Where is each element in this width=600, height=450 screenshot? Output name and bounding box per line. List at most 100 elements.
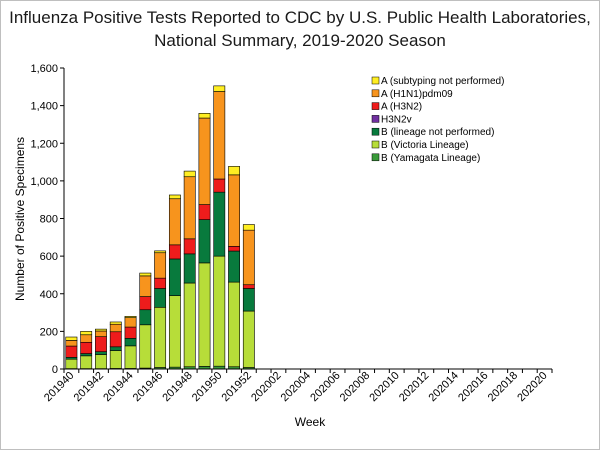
bar-segment <box>109 321 122 325</box>
y-tick-label: 0 <box>52 364 58 376</box>
x-tick-label: 202008 <box>338 370 372 404</box>
legend-swatch <box>371 89 380 98</box>
bar-segment <box>198 262 211 367</box>
legend-swatch <box>371 115 380 123</box>
y-axis-title: Number of Positive Specimens <box>13 137 27 301</box>
bar-segment <box>109 331 122 348</box>
bar-segment <box>65 345 78 358</box>
bar-segment <box>124 338 137 347</box>
x-tick-label: 202012 <box>397 370 431 404</box>
bar-segment <box>95 354 107 369</box>
bar-segment <box>95 328 107 332</box>
bar-segment <box>183 282 196 368</box>
bar-segment <box>242 229 255 286</box>
bar-segment <box>154 252 167 279</box>
bar-segment <box>109 346 122 351</box>
bar-segment <box>80 331 93 336</box>
bar-segment <box>168 244 181 260</box>
bar-segment <box>65 336 78 341</box>
bar-segment <box>242 288 255 312</box>
legend-label: H3N2v <box>381 114 412 125</box>
legend-swatch <box>371 76 380 85</box>
x-tick-label: 201952 <box>220 370 254 404</box>
bar-segment <box>168 295 181 368</box>
bar-segment <box>183 176 196 240</box>
bar-segment <box>228 281 240 368</box>
bar-segment <box>168 198 181 246</box>
bar-segment <box>124 317 137 328</box>
bar-segment <box>183 253 196 284</box>
chart-title-line-2: National Summary, 2019-2020 Season <box>154 31 446 50</box>
x-tick-labels: 2019402019422019442019462019482019502019… <box>42 370 550 404</box>
x-tick-label: 202020 <box>515 370 549 404</box>
bar-segment <box>80 353 93 357</box>
bar-segment <box>139 275 152 297</box>
bar-segment <box>80 334 93 343</box>
bar-segment <box>80 341 93 354</box>
legend-label: B (lineage not performed) <box>381 127 494 138</box>
bar-segment <box>124 345 137 369</box>
chart-title: Influenza Positive Tests Reported to CDC… <box>0 6 600 52</box>
bar-segment <box>154 277 167 289</box>
bar-segment <box>139 296 152 311</box>
y-tick-label: 1,000 <box>30 176 58 188</box>
bar-segment <box>242 224 255 231</box>
bar-segment <box>183 170 196 178</box>
bar-segment <box>154 288 167 308</box>
bar-segment <box>213 85 226 92</box>
bar-segment <box>95 351 107 355</box>
x-tick-label: 202010 <box>367 370 401 404</box>
bar-segment <box>154 306 167 368</box>
legend-label: B (Yamagata Lineage) <box>381 153 480 164</box>
x-tick-label: 201950 <box>190 370 224 404</box>
y-tick-label: 200 <box>40 326 58 338</box>
bar-segment <box>124 326 137 339</box>
x-tick-label: 201946 <box>131 370 165 404</box>
bar-segment <box>213 255 226 367</box>
x-tick-label: 202014 <box>427 370 461 404</box>
y-tick-label: 600 <box>40 251 58 263</box>
bar-segment <box>154 250 167 254</box>
bar-segment <box>213 178 226 193</box>
bar-segment <box>65 358 78 369</box>
bar-segment <box>65 340 78 347</box>
bar-segment <box>109 323 122 333</box>
y-tick-label: 1,600 <box>30 63 58 75</box>
bar-segment <box>198 117 211 205</box>
legend-label: A (H3N2) <box>381 102 422 113</box>
x-tick-label: 202004 <box>279 370 313 404</box>
bar-segment <box>95 336 107 352</box>
bar-segment <box>95 330 107 337</box>
bar-segment <box>109 350 122 369</box>
y-tick-label: 1,400 <box>30 101 58 113</box>
y-tick-label: 400 <box>40 289 58 301</box>
bar-stacks <box>65 85 255 370</box>
bar-segment <box>228 250 240 283</box>
y-tick-label: 800 <box>40 214 58 226</box>
x-tick-label: 202018 <box>486 370 520 404</box>
y-tick-label: 1,200 <box>30 138 58 150</box>
x-tick-label: 201942 <box>72 370 106 404</box>
bar-segment <box>198 219 211 264</box>
bar-segment <box>228 246 240 252</box>
bar-segment <box>242 310 255 368</box>
bar-segment <box>183 238 196 255</box>
x-tick-label: 201940 <box>42 370 76 404</box>
legend-swatch <box>371 102 380 110</box>
x-tick-label: 201948 <box>160 370 194 404</box>
legend-label: B (Victoria Lineage) <box>381 140 469 151</box>
bar-segment <box>124 316 137 318</box>
legend-swatch <box>371 140 380 149</box>
bar-segment <box>213 91 226 180</box>
legend-label: A (subtyping not performed) <box>381 76 504 87</box>
bar-segment <box>198 113 211 119</box>
bar-segment <box>139 324 152 369</box>
bar-segment <box>198 204 211 220</box>
legend-swatch <box>371 127 380 136</box>
x-tick-label: 202002 <box>249 370 283 404</box>
legend: A (subtyping not performed) A (H1N1)pdm09… <box>371 76 504 164</box>
x-axis-title: Week <box>295 415 326 429</box>
bar-segment <box>139 309 152 326</box>
bar-segment <box>139 272 152 277</box>
x-tick-label: 201944 <box>101 370 135 404</box>
